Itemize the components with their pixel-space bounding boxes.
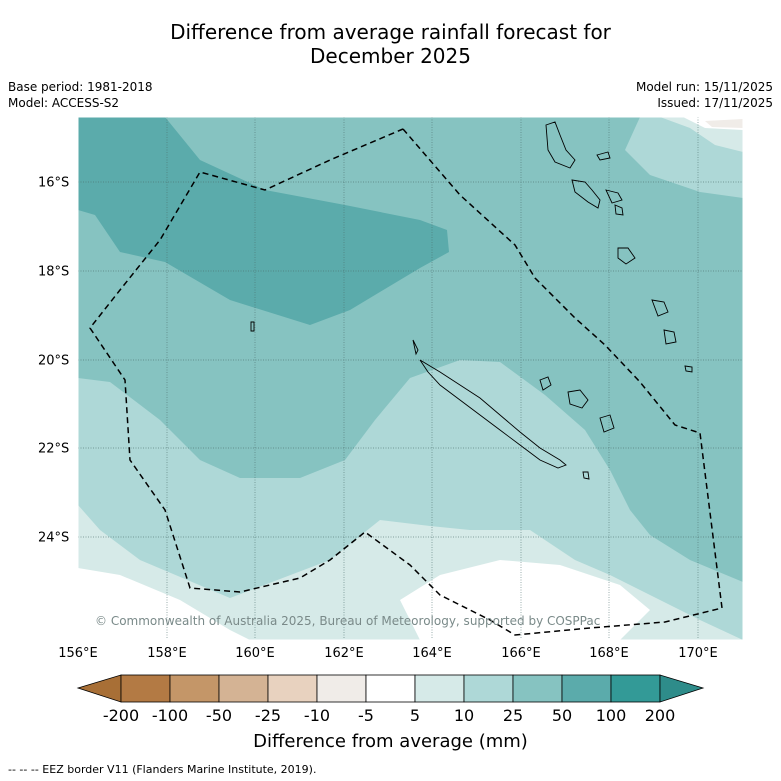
colorbar-title: Difference from average (mm) [253, 731, 528, 752]
coastlines [250, 121, 693, 480]
x-tick: 164°E [412, 646, 452, 661]
vanuatu-efate [617, 247, 636, 265]
colorbar-boxes [120, 674, 661, 703]
x-tick: 168°E [589, 646, 629, 661]
colorbar-label: 25 [502, 706, 524, 725]
graticule [78, 117, 743, 640]
colorbar-low-extension [76, 674, 122, 703]
map-title: Difference from average rainfall forecas… [0, 20, 781, 68]
vanuatu-espiritu-santo [545, 121, 576, 169]
eez-border [89, 128, 723, 636]
band-neutral-s [400, 560, 650, 640]
loyalty-island-2 [599, 414, 615, 433]
colorbar-label: 200 [644, 706, 676, 725]
colorbar-box [561, 674, 612, 703]
colorbar-box [365, 674, 416, 703]
eez-footnote: -- -- -- EEZ border V11 (Flanders Marine… [8, 763, 317, 776]
y-tick: 22°S [38, 441, 70, 457]
colorbar-box [120, 674, 171, 703]
loyalty-island-1 [567, 389, 589, 409]
new-caledonia-island [419, 359, 567, 469]
meta-right: Model run: 15/11/2025 Issued: 17/11/2025 [636, 79, 773, 111]
colorbar-label: -25 [254, 706, 282, 725]
y-tick: 20°S [38, 353, 70, 369]
band-dry-ne [705, 119, 743, 128]
colorbar-label: -200 [102, 706, 140, 725]
colorbar-box [463, 674, 514, 703]
colorbar-label: 100 [595, 706, 627, 725]
model-run: Model run: 15/11/2025 [635, 80, 773, 94]
copyright-notice: © Commonwealth of Australia 2025, Bureau… [95, 614, 601, 628]
title-line-2: December 2025 [310, 44, 471, 68]
colorbar-high-extension [659, 674, 705, 703]
y-tick: 24°S [38, 530, 70, 546]
colorbar [76, 674, 705, 703]
colorbar-box [610, 674, 661, 703]
x-tick: 158°E [147, 646, 187, 661]
colorbar-box [169, 674, 220, 703]
colorbar-label: -100 [151, 706, 189, 725]
x-tick: 160°E [235, 646, 275, 661]
colorbar-box [414, 674, 465, 703]
y-tick: 18°S [38, 264, 70, 280]
x-tick: 170°E [678, 646, 718, 661]
rainfall-field [78, 117, 743, 640]
x-tick: 156°E [58, 646, 98, 661]
colorbar-box [512, 674, 563, 703]
meta-left: Base period: 1981-2018 Model: ACCESS-S2 [8, 79, 153, 111]
x-tick: 166°E [501, 646, 541, 661]
colorbar-label: -10 [303, 706, 331, 725]
colorbar-box [218, 674, 269, 703]
colorbar-box [316, 674, 367, 703]
colorbar-label: -50 [205, 706, 233, 725]
vanuatu-malekula [571, 179, 601, 209]
band-10-25-ne [625, 117, 743, 198]
colorbar-box [267, 674, 318, 703]
y-tick: 16°S [38, 175, 70, 191]
colorbar-label: -5 [358, 706, 374, 725]
colorbar-label: 5 [409, 706, 421, 725]
band-neutral-sw [78, 568, 250, 640]
band-50-100 [78, 117, 449, 325]
colorbar-label: 10 [453, 706, 475, 725]
issued-date: Issued: 17/11/2025 [657, 96, 773, 110]
base-period: Base period: 1981-2018 [8, 80, 153, 94]
title-line-1: Difference from average rainfall forecas… [170, 20, 611, 44]
x-tick: 162°E [324, 646, 364, 661]
model-name: Model: ACCESS-S2 [8, 96, 120, 110]
colorbar-label: 50 [551, 706, 573, 725]
